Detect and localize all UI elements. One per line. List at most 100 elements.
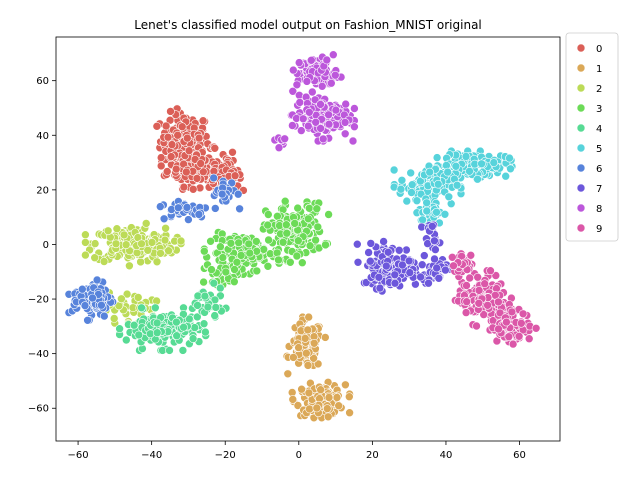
scatter-point-class-2 [81,250,90,260]
scatter-point-class-3 [207,265,216,274]
scatter-point-class-4 [151,303,160,313]
scatter-point-class-9 [474,286,484,295]
chart-title: Lenet's classified model output on Fashi… [134,18,482,32]
scatter-point-class-3 [199,277,208,287]
scatter-point-class-6 [233,189,243,199]
scatter-point-class-8 [330,70,340,80]
scatter-point-class-2 [176,236,186,246]
legend-marker-4 [576,123,586,133]
scatter-point-class-9 [514,331,524,341]
scatter-point-class-7 [417,260,427,270]
scatter-point-class-3 [244,239,254,249]
scatter-point-class-9 [518,309,528,319]
scatter-point-class-7 [390,278,400,288]
scatter-point-class-8 [350,122,359,131]
scatter-point-class-4 [199,319,209,329]
scatter-point-class-6 [184,215,193,224]
scatter-point-class-6 [159,214,169,224]
scatter-point-class-6 [83,315,92,325]
scatter-point-class-3 [252,266,262,276]
scatter-point-class-5 [506,164,515,174]
scatter-point-class-2 [133,293,143,302]
scatter-point-class-2 [121,240,131,249]
scatter-point-class-7 [361,278,371,287]
scatter-point-class-5 [489,158,499,167]
scatter-point-class-1 [283,369,293,379]
x-tick-label: −20 [215,450,236,461]
scatter-point-class-9 [504,332,514,342]
legend-label-9: 9 [596,224,602,235]
scatter-point-class-8 [304,108,314,117]
scatter-point-class-8 [311,118,321,127]
scatter-point-class-4 [200,291,210,301]
scatter-point-class-5 [402,196,412,206]
scatter-point-class-0 [152,122,162,131]
y-tick-label: 60 [36,76,49,87]
scatter-point-class-2 [103,226,113,236]
scatter-point-class-7 [430,254,439,264]
scatter-point-class-2 [161,224,170,233]
scatter-point-class-2 [112,224,122,233]
scatter-point-class-1 [320,333,330,342]
scatter-point-class-4 [188,334,198,343]
scatter-point-class-0 [161,121,171,131]
scatter-point-class-4 [185,314,194,324]
scatter-point-class-4 [172,317,181,327]
scatter-point-class-3 [304,204,314,213]
scatter-point-class-4 [179,322,188,332]
scatter-point-class-1 [324,393,334,402]
scatter-point-class-7 [424,278,433,288]
legend: 0 1 2 3 4 5 6 7 8 9 [565,32,619,242]
scatter-point-class-3 [218,253,228,262]
scatter-point-class-2 [141,219,151,228]
scatter-point-class-8 [322,55,332,65]
scatter-point-class-4 [201,327,210,337]
legend-marker-7 [576,183,586,193]
scatter-point-class-2 [81,238,90,247]
scatter-point-class-5 [432,207,441,217]
y-tick-label: 40 [36,131,49,142]
scatter-point-class-8 [288,121,297,130]
y-axis: −60 −40 −20 0 20 40 60 [28,76,56,415]
scatter-point-class-8 [318,134,328,144]
scatter-point-class-9 [473,272,483,282]
scatter-point-class-9 [461,308,471,317]
scatter-point-class-9 [483,300,492,310]
scatter-point-class-1 [341,380,350,390]
scatter-point-class-7 [398,260,407,270]
scatter-point-class-3 [226,239,236,248]
scatter-point-class-7 [427,222,437,231]
scatter-point-class-0 [179,182,189,192]
scatter-point-class-8 [292,80,302,90]
legend-label-7: 7 [596,184,602,195]
scatter-point-class-1 [316,385,325,395]
scatter-point-class-7 [431,245,440,254]
scatter-point-class-3 [280,196,290,206]
scatter-point-class-2 [143,246,153,255]
scatter-point-class-5 [396,184,406,194]
scatter-point-class-4 [209,278,219,288]
scatter-point-class-0 [166,152,176,161]
scatter-point-class-3 [311,235,320,245]
legend-marker-6 [576,163,586,173]
scatter-point-class-7 [405,268,415,277]
scatter-point-class-6 [209,173,218,183]
scatter-point-class-0 [173,130,182,140]
scatter-point-class-4 [165,346,174,355]
scatter-point-class-5 [443,167,453,177]
scatter-point-class-4 [122,335,131,345]
scatter-point-class-9 [491,271,501,280]
scatter-point-class-6 [227,178,236,188]
scatter-point-class-5 [425,167,435,177]
scatter-point-class-5 [406,168,416,178]
x-tick-label: 60 [513,450,526,461]
scatter-points [64,50,541,423]
scatter-point-class-3 [263,210,273,219]
scatter-point-class-4 [137,303,146,313]
scatter-point-class-6 [217,189,227,199]
scatter-point-class-1 [313,359,323,369]
scatter-point-class-7 [430,236,439,246]
scatter-point-class-5 [461,152,471,161]
scatter-point-class-3 [281,220,291,229]
scatter-point-class-9 [494,324,503,334]
